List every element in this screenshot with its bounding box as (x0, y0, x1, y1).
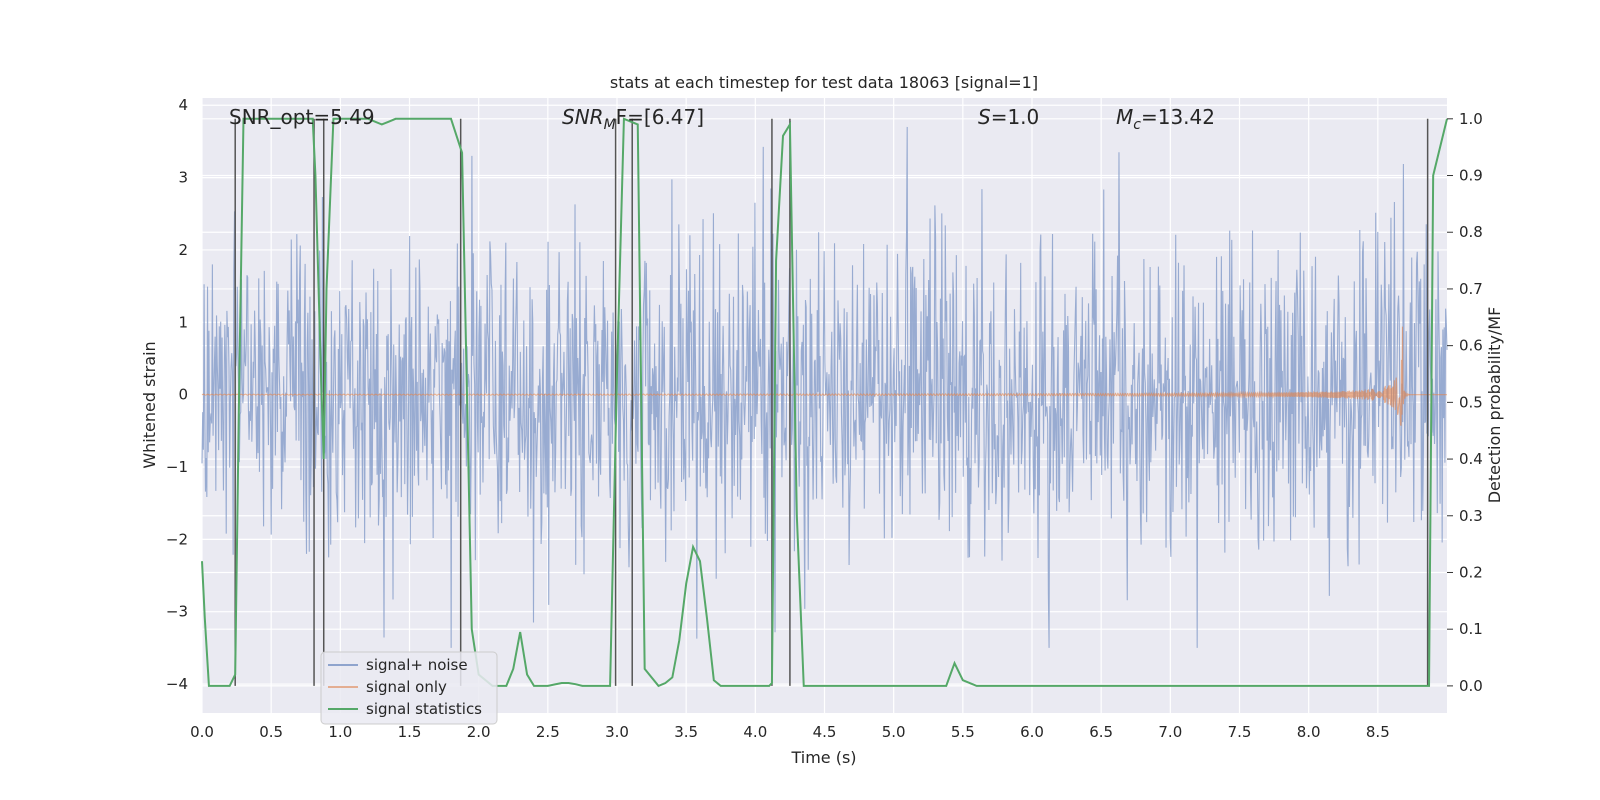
right-tick-label: 0.9 (1459, 167, 1483, 185)
annotation-s-suffix: =1.0 (991, 105, 1040, 129)
x-tick-label: 0.5 (259, 723, 283, 741)
y-axis-ticks: 4 3 2 1 0 −1 −2 −3 −4 (166, 96, 188, 693)
x-tick-label: 0.0 (190, 723, 214, 741)
x-tick-label: 4.5 (813, 723, 837, 741)
annotation-snr-opt: SNR_opt=5.49 (229, 105, 375, 129)
annotation-snr-mf: SNRMF=[6.47] (562, 105, 704, 133)
y-axis-label: Whitened strain (140, 341, 159, 468)
y-tick-label: 3 (178, 169, 188, 187)
x-tick-label: 3.0 (605, 723, 629, 741)
y-tick-label: 4 (178, 96, 188, 114)
right-tick-label: 1.0 (1459, 110, 1483, 128)
annotation-snr-mf-suffix: F=[6.47] (616, 105, 704, 129)
legend-label-signal-statistics: signal statistics (366, 700, 482, 718)
x-tick-label: 7.5 (1228, 723, 1252, 741)
annotation-mc-prefix: M (1116, 105, 1133, 129)
legend: signal+ noise signal only signal statist… (320, 651, 498, 725)
y-tick-label: 1 (178, 313, 188, 331)
y-tick-label: 0 (178, 386, 188, 404)
x-tick-label: 8.5 (1366, 723, 1390, 741)
right-tick-label: 0.7 (1459, 280, 1483, 298)
series-signal-statistics (201, 117, 1448, 688)
noise-trace (201, 126, 1448, 648)
statistics-trace (201, 117, 1448, 688)
x-tick-label: 4.0 (743, 723, 767, 741)
right-tick-label: 0.5 (1459, 393, 1483, 411)
x-tick-label: 2.0 (467, 723, 491, 741)
right-tick-label: 0.6 (1459, 337, 1483, 355)
annotation-mc-sub: c (1133, 117, 1141, 133)
x-tick-label: 1.5 (398, 723, 422, 741)
x-axis-label: Time (s) (790, 748, 856, 767)
series-signal-only (201, 326, 1447, 426)
x-tick-label: 6.0 (1020, 723, 1044, 741)
x-tick-label: 8.0 (1297, 723, 1321, 741)
x-tick-label: 5.0 (882, 723, 906, 741)
right-axis-ticks: 1.0 0.9 0.8 0.7 0.6 0.5 0.4 0.3 0.2 0.1 0.0 (1447, 110, 1483, 695)
legend-box (320, 651, 498, 725)
x-axis-ticks: 0.0 0.5 1.0 1.5 2.0 2.5 3.0 3.5 4.0 4.5 5.0 5.5 6.0 6… (190, 723, 1390, 741)
y-tick-label: −1 (166, 458, 188, 476)
chart-title: stats at each timestep for test data 180… (610, 73, 1038, 92)
right-tick-label: 0.2 (1459, 563, 1483, 581)
series-signal-plus-noise (201, 126, 1448, 648)
signal-trace (201, 326, 1447, 426)
right-tick-label: 0.1 (1459, 620, 1483, 638)
annotation-mc: Mc=13.42 (1116, 105, 1215, 133)
right-tick-label: 0.4 (1459, 450, 1483, 468)
right-axis-label: Detection probability/MF (1485, 307, 1504, 504)
x-tick-label: 7.0 (1158, 723, 1182, 741)
right-tick-label: 0.8 (1459, 223, 1483, 241)
y-tick-label: −4 (166, 675, 188, 693)
annotation-mc-suffix: =13.42 (1141, 105, 1215, 129)
right-tick-label: 0.3 (1459, 507, 1483, 525)
x-tick-label: 3.5 (674, 723, 698, 741)
y-tick-label: −2 (166, 530, 188, 548)
legend-label-signal-only: signal only (366, 678, 447, 696)
y-tick-label: 2 (178, 241, 188, 259)
annotation-s-prefix: S (978, 105, 991, 129)
x-tick-label: 5.5 (951, 723, 975, 741)
x-tick-label: 2.5 (536, 723, 560, 741)
right-tick-label: 0.0 (1459, 677, 1483, 695)
annotation-snr-mf-prefix: SNR (562, 105, 604, 129)
legend-label-signal-plus-noise: signal+ noise (366, 656, 468, 674)
x-tick-label: 1.0 (328, 723, 352, 741)
annotation-s: S=1.0 (978, 105, 1039, 129)
annotation-snr-mf-sub: M (604, 117, 616, 133)
x-tick-label: 6.5 (1089, 723, 1113, 741)
y-tick-label: −3 (166, 603, 188, 621)
